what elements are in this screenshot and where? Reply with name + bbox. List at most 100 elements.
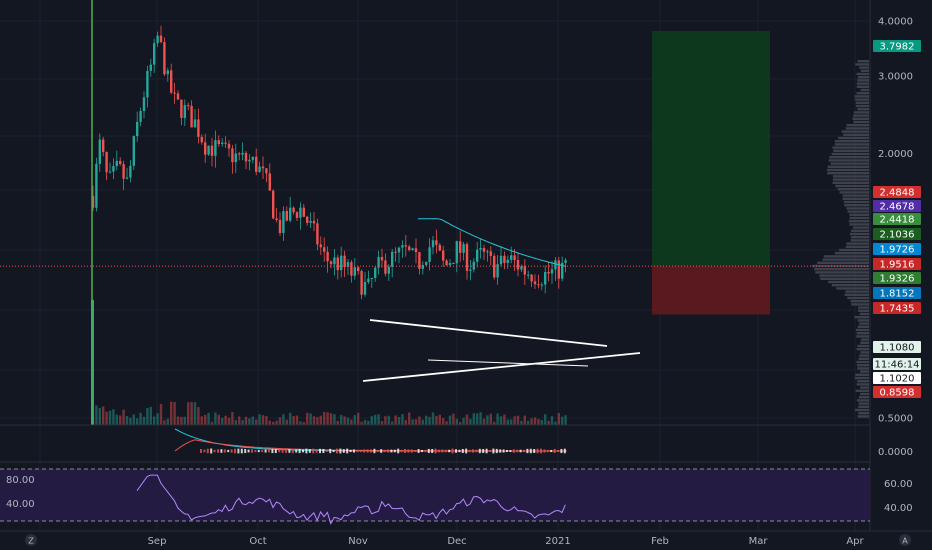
macd-histogram-bar: [546, 449, 549, 453]
volume-profile-bar: [858, 309, 869, 312]
volume-profile-bar: [832, 181, 869, 184]
timezone-icon[interactable]: [25, 534, 37, 546]
rsi-right-tick-label: 60.00: [884, 479, 913, 490]
volume-bar: [357, 412, 360, 425]
volume-bar: [183, 416, 186, 425]
volume-profile-bar: [835, 184, 869, 188]
candle-body: [459, 241, 462, 253]
macd-histogram-bar: [451, 448, 454, 454]
volume-profile: [812, 60, 869, 418]
candle-body: [448, 262, 452, 266]
candle-body: [146, 70, 149, 98]
long-position-target-zone[interactable]: [652, 30, 770, 267]
candle-body: [129, 165, 132, 178]
macd-histogram-bar: [332, 449, 335, 453]
volume-profile-bar: [849, 213, 869, 216]
macd-indicator[interactable]: [174, 428, 567, 454]
volume-profile-bar: [843, 133, 869, 136]
volume-bar: [333, 414, 336, 425]
volume-bar: [472, 413, 475, 425]
volume-profile-bar: [860, 341, 869, 344]
macd-histogram-bar: [295, 449, 298, 453]
volume-profile-bar: [834, 140, 869, 143]
candle-body: [357, 267, 360, 272]
volume-profile-bar: [814, 268, 869, 271]
candle-body: [292, 207, 295, 213]
price-tag: [873, 341, 921, 353]
timezone-icon-label: Z: [28, 537, 34, 546]
volume-profile-bar: [859, 322, 869, 325]
horizontal-support-line[interactable]: [427, 359, 589, 367]
volume-bar: [265, 415, 268, 425]
volume-bar: [299, 421, 302, 425]
macd-histogram-bar: [237, 448, 240, 454]
volume-bar: [340, 414, 343, 425]
candle-body: [173, 92, 176, 94]
candle-body: [550, 269, 554, 274]
triangle-lower-trendline[interactable]: [362, 352, 641, 382]
macd-histogram-bar: [383, 449, 386, 453]
macd-histogram-bar: [465, 448, 468, 454]
macd-histogram-bar: [315, 449, 318, 453]
macd-histogram-bar: [227, 449, 230, 453]
volume-profile-bar: [842, 197, 869, 200]
volume-bar: [394, 415, 397, 425]
volume-bar: [170, 401, 173, 425]
macd-histogram-bar: [478, 448, 481, 454]
candle-body: [210, 145, 214, 156]
volume-bar: [159, 403, 163, 425]
candle-body: [336, 257, 339, 271]
macd-histogram-bar: [336, 448, 338, 454]
macd-histogram-bar: [550, 449, 553, 453]
time-axis[interactable]: Sep Oct Nov Dec 2021 Feb Mar Apr: [148, 536, 865, 547]
volume-profile-bar: [837, 188, 869, 191]
candle-body: [513, 255, 516, 260]
candle-body: [248, 159, 251, 162]
candle-body: [268, 173, 271, 191]
long-position-stop-zone[interactable]: [652, 266, 770, 315]
volume-profile-bar: [856, 72, 869, 76]
volume-profile-bar: [860, 69, 869, 72]
volume-profile-bar: [826, 168, 869, 172]
macd-histogram-bar: [261, 449, 264, 453]
rsi-right-tick-label: 40.00: [884, 503, 913, 514]
volume-bar: [98, 408, 101, 425]
volume-profile-bar: [857, 415, 869, 418]
volume-profile-bar: [853, 111, 869, 114]
macd-histogram-bar: [356, 449, 359, 453]
macd-histogram-bar: [308, 449, 311, 453]
macd-histogram-bar: [322, 448, 325, 454]
volume-bar: [108, 410, 112, 425]
time-tick-label: Feb: [651, 536, 669, 547]
volume-profile-bar: [860, 370, 869, 373]
macd-tick-label: 0.0000: [878, 447, 913, 458]
candle-body: [465, 244, 469, 271]
volume-profile-bar: [857, 325, 869, 328]
candle-body: [217, 140, 220, 145]
macd-histogram-bar: [414, 449, 417, 453]
volume-bar: [153, 416, 156, 425]
volume-bar: [387, 415, 390, 425]
price-tag-label: 2.4678: [880, 202, 915, 213]
volume-profile-bar: [828, 159, 869, 162]
auto-scale-icon[interactable]: [899, 534, 911, 546]
candle-body: [527, 274, 530, 276]
triangle-upper-trendline[interactable]: [369, 319, 608, 347]
macd-signal-line: [174, 439, 567, 452]
macd-histogram-bar: [536, 448, 539, 454]
volume-profile-bar: [857, 319, 869, 322]
candle-body: [387, 266, 390, 274]
candle-body: [183, 105, 186, 118]
candle-body: [309, 220, 312, 223]
candle-body: [506, 259, 509, 264]
volume-bar: [319, 415, 322, 425]
volume-profile-bar: [841, 130, 869, 133]
volume-profile-bar: [842, 194, 869, 197]
volume-profile-bar: [850, 236, 869, 239]
volume-bar: [363, 419, 367, 425]
candle-body: [153, 43, 156, 65]
macd-histogram-bar: [288, 449, 291, 453]
macd-histogram-bar: [472, 449, 474, 453]
candle-body: [561, 262, 564, 279]
